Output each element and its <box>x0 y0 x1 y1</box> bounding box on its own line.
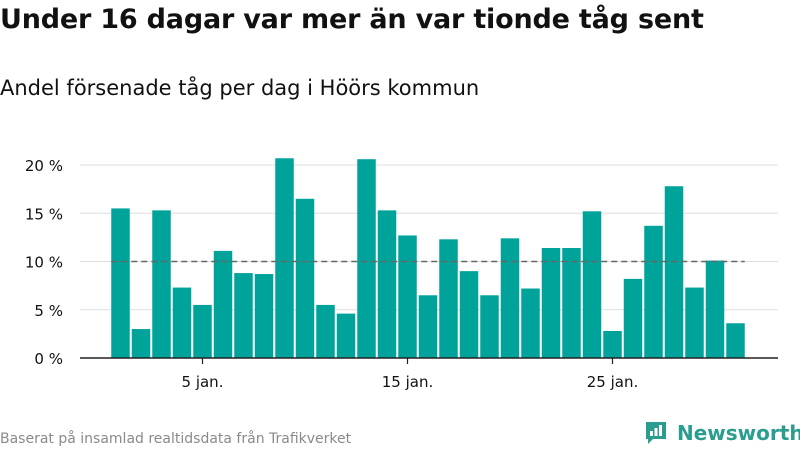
y-tick-label: 5 % <box>34 302 63 320</box>
bar <box>111 208 130 358</box>
bar-chart-logo-icon <box>646 422 666 444</box>
y-tick-label: 20 % <box>25 157 63 175</box>
y-tick-label: 15 % <box>25 205 63 223</box>
bar <box>275 158 294 358</box>
bar <box>500 238 520 358</box>
bar <box>664 186 684 358</box>
chart-title: Under 16 dagar var mer än var tionde tåg… <box>0 4 704 35</box>
bar <box>336 313 356 358</box>
bar <box>152 210 171 358</box>
y-tick-label: 10 % <box>25 254 63 272</box>
bar <box>705 260 725 358</box>
brand-logo[interactable]: Newsworthy <box>644 420 800 446</box>
bar <box>418 295 438 358</box>
x-tick-label: 5 jan. <box>182 373 224 391</box>
y-tick-label: 0 % <box>34 350 63 368</box>
bar <box>131 329 151 358</box>
bar <box>623 278 643 358</box>
bar-chart: 0 % 5 % 10 % 15 % 20 % 5 jan. 15 jan. 25 jan. <box>25 157 778 391</box>
bar <box>685 287 704 358</box>
bar <box>172 287 192 358</box>
bar <box>644 225 663 358</box>
bar <box>193 304 212 358</box>
chart-subtitle: Andel försenade tåg per dag i Höörs komm… <box>0 76 480 100</box>
bar <box>254 274 274 358</box>
bar <box>398 235 417 358</box>
bar <box>295 198 315 358</box>
x-tick-label: 25 jan. <box>587 373 639 391</box>
bar <box>357 159 376 358</box>
bar <box>234 273 253 358</box>
bar <box>562 247 581 358</box>
bar <box>480 295 499 358</box>
bar <box>582 211 602 358</box>
bar <box>377 210 397 358</box>
x-tick-label: 15 jan. <box>382 373 434 391</box>
bar <box>521 288 540 358</box>
bar <box>439 239 458 358</box>
bar <box>459 271 479 358</box>
source-note: Baserat på insamlad realtidsdata från Tr… <box>0 431 352 447</box>
bar <box>213 250 233 358</box>
brand-name: Newsworthy <box>677 421 800 445</box>
bar <box>541 247 561 358</box>
bar <box>726 323 745 358</box>
bar <box>603 330 622 358</box>
bar <box>316 304 335 358</box>
